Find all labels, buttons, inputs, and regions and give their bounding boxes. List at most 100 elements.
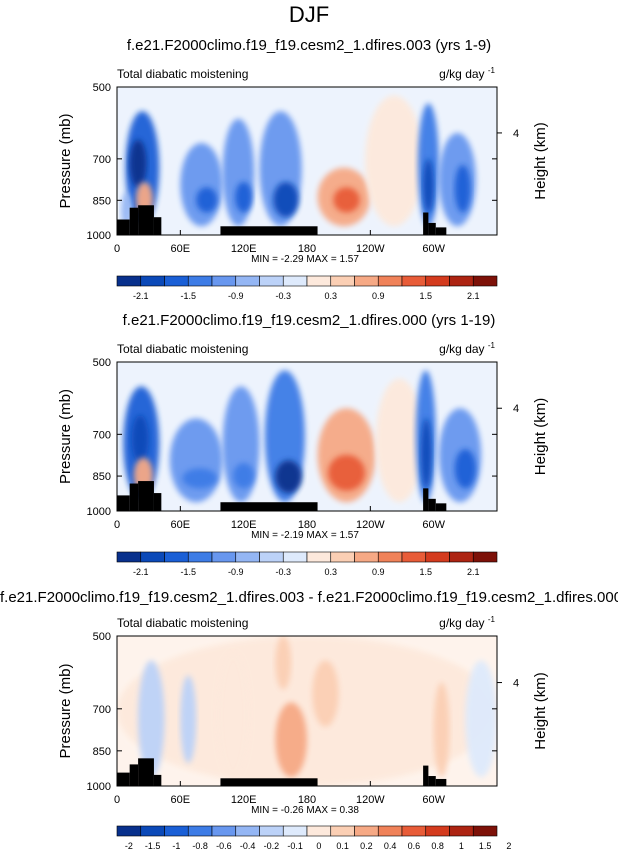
- units-label: g/kg day -1: [439, 341, 495, 356]
- y-tick-label: 700: [93, 154, 111, 166]
- y-tick-label: 700: [93, 429, 111, 441]
- topography-bar: [423, 212, 429, 235]
- colorbar-label: 0.3: [324, 291, 337, 301]
- x-tick-label: 60W: [422, 794, 445, 806]
- y-tick-label: 700: [93, 704, 111, 716]
- y-tick-label: 500: [93, 631, 111, 643]
- colorbar-label: -0.9: [228, 567, 244, 577]
- x-tick-label: 120W: [356, 794, 385, 806]
- colorbar-label: -0.2: [264, 841, 280, 851]
- panel-1-title: f.e21.F2000climo.f19_f19.cesm2_1.dfires.…: [126, 37, 492, 54]
- colorbar-label: -0.4: [240, 841, 256, 851]
- contour-blob: [333, 187, 360, 213]
- contour-blob: [180, 675, 197, 764]
- x-tick-label: 60E: [171, 519, 191, 531]
- topography-bar: [435, 778, 447, 786]
- contour-blob: [217, 652, 249, 778]
- colorbar-cell: [330, 825, 355, 837]
- topography-bar: [138, 481, 154, 511]
- topography-bar: [220, 778, 318, 786]
- x-tick-label: 120E: [231, 519, 257, 531]
- colorbar-cell: [354, 825, 379, 837]
- contour-field: [117, 362, 497, 511]
- colorbar-cell: [164, 825, 189, 837]
- topography-bar: [220, 502, 318, 511]
- contour-blob: [117, 636, 497, 786]
- y-axis-right-title: Height (km): [532, 398, 549, 476]
- y-tick-label: 1000: [87, 781, 111, 793]
- colorbar-label: -0.8: [192, 841, 208, 851]
- contour-blob: [375, 378, 424, 503]
- y-tick-label: 500: [93, 82, 111, 94]
- colorbar-label: 0.9: [372, 567, 385, 577]
- colorbar-cell: [259, 825, 284, 837]
- panel-2-title: f.e21.F2000climo.f19_f19.cesm2_1.dfires.…: [122, 312, 496, 329]
- colorbar-cell: [235, 825, 260, 837]
- x-tick-label: 120E: [231, 794, 257, 806]
- contour-blob: [454, 449, 476, 489]
- topography-bar: [129, 207, 139, 235]
- topography-bar: [138, 205, 154, 235]
- topography-bar: [153, 217, 162, 235]
- topography-bar: [435, 227, 447, 235]
- colorbar-label: 0.8: [431, 841, 444, 851]
- colorbar-cell: [377, 825, 403, 837]
- x-tick-label: 60W: [422, 519, 445, 531]
- colorbar-cell: [306, 825, 332, 837]
- contour-blob: [423, 158, 434, 213]
- x-tick-label: 180: [298, 519, 316, 531]
- contour-blob: [129, 139, 147, 188]
- colorbar-label: -0.6: [216, 841, 232, 851]
- colorbar-label: -0.3: [275, 291, 291, 301]
- colorbar-label: 2.1: [467, 567, 480, 577]
- height-tick-label: 4: [513, 403, 519, 415]
- colorbar-label: -2.1: [133, 567, 149, 577]
- topography-bar: [117, 495, 130, 511]
- left-label: Total diabatic moistening: [117, 67, 248, 81]
- topography-bar: [117, 219, 130, 235]
- page-title: DJF: [288, 2, 330, 27]
- height-tick-label: 4: [513, 128, 519, 140]
- contour-blob: [421, 418, 432, 489]
- contour-blob: [131, 415, 149, 464]
- colorbar-cell: [211, 825, 237, 837]
- min-max-label: MIN = -2.19 MAX = 1.57: [251, 530, 359, 541]
- topography-bar: [428, 498, 436, 511]
- colorbar-label: 1.5: [419, 291, 432, 301]
- height-tick-label: 4: [513, 678, 519, 690]
- contour-blob: [465, 660, 497, 778]
- topography-bar: [220, 226, 318, 235]
- contour-blob: [275, 460, 302, 494]
- colorbar-label: 2.1: [467, 291, 480, 301]
- min-max-label: MIN = -0.26 MAX = 0.38: [251, 805, 359, 816]
- y-tick-label: 850: [93, 195, 111, 207]
- panel-3-title: f.e21.F2000climo.f19_f19.cesm2_1.dfires.…: [0, 589, 618, 606]
- x-tick-label: 60E: [171, 243, 191, 255]
- x-tick-label: 180: [298, 794, 316, 806]
- contour-blob: [365, 95, 424, 227]
- x-tick-label: 120E: [231, 243, 257, 255]
- contour-blob: [233, 463, 255, 489]
- colorbar-label: 0.6: [408, 841, 421, 851]
- y-axis-title: Pressure (mb): [57, 663, 74, 758]
- contour-blob: [275, 636, 292, 690]
- units-label: g/kg day -1: [439, 615, 495, 630]
- topography-bar: [129, 483, 139, 511]
- colorbar-cell: [140, 825, 165, 837]
- contour-field: [117, 636, 497, 786]
- contour-blob: [454, 164, 471, 213]
- contour-blob: [275, 702, 307, 778]
- colorbar-label: -1.5: [180, 291, 196, 301]
- colorbar-label: -0.9: [228, 291, 244, 301]
- x-tick-label: 120W: [356, 519, 385, 531]
- contour-blob: [312, 660, 339, 727]
- x-tick-label: 60E: [171, 794, 191, 806]
- contour-field: [117, 87, 497, 235]
- x-tick-label: 180: [298, 243, 316, 255]
- colorbar-cell: [282, 825, 308, 837]
- contour-blob: [273, 181, 299, 218]
- topography-bar: [138, 758, 154, 786]
- contour-blob: [138, 660, 165, 778]
- y-axis-title: Pressure (mb): [57, 389, 74, 484]
